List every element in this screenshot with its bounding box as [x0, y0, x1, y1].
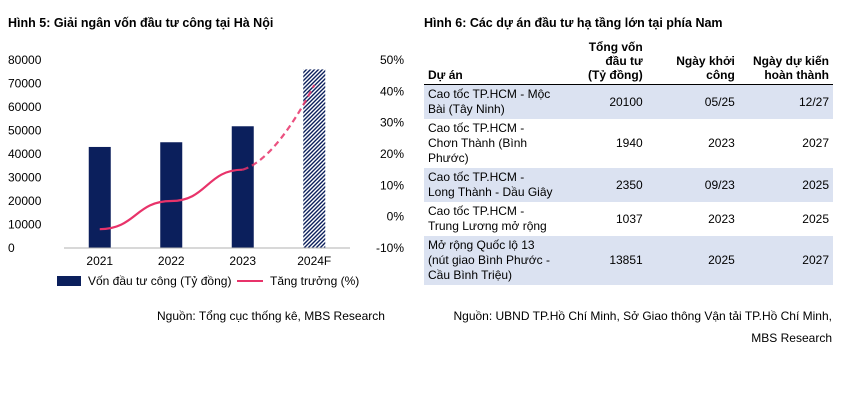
project-start: 2025 — [646, 236, 739, 285]
project-finish: 2027 — [738, 236, 833, 285]
y-left-tick-label: 70000 — [8, 77, 42, 91]
y-left-tick-label: 80000 — [8, 53, 42, 67]
legend-line-swatch — [237, 279, 263, 283]
y-right-tick-label: 40% — [380, 84, 404, 98]
x-tick-label: 2022 — [158, 254, 185, 268]
x-tick-label: 2024F — [297, 254, 331, 268]
header-start-date: Ngày khởi công — [646, 38, 739, 85]
project-capital: 2350 — [574, 168, 647, 202]
project-finish: 12/27 — [738, 84, 833, 119]
y-right-tick-label: 30% — [380, 116, 404, 130]
table-row: Cao tốc TP.HCM - Trung Lương mở rộng 103… — [424, 202, 833, 236]
project-name: Cao tốc TP.HCM - Chơn Thành (Bình Phước) — [428, 121, 528, 165]
y-left-tick-label: 60000 — [8, 100, 42, 114]
projects-table-header: Dự án Tổng vốn đầu tư (Tỷ đồng) Ngày khở… — [424, 38, 833, 85]
project-start: 09/23 — [646, 168, 739, 202]
y-right-tick-label: 20% — [380, 147, 404, 161]
table-row: Cao tốc TP.HCM - Mộc Bài (Tây Ninh) 2010… — [424, 84, 833, 119]
bar-2022 — [160, 142, 183, 248]
y-right-tick-label: 50% — [380, 53, 404, 67]
growth-line-forecast — [242, 84, 316, 171]
legend-bar-series: Vốn đầu tư công (Tỷ đồng) — [57, 274, 231, 288]
y-left-tick-label: 0 — [8, 241, 15, 255]
investment-chart: 0 10000 20000 30000 40000 50000 60000 70000 8000… — [8, 53, 404, 268]
x-tick-label: 2023 — [229, 254, 256, 268]
header-project: Dự án — [424, 38, 575, 85]
table-row: Mở rộng Quốc lộ 13 (nút giao Bình Phước … — [424, 236, 833, 285]
project-capital: 13851 — [574, 236, 647, 285]
project-finish: 2025 — [738, 168, 833, 202]
growth-line — [99, 168, 243, 231]
left-figure-source: Nguồn: Tổng cục thống kê, MBS Research — [157, 309, 385, 323]
x-tick-label: 2021 — [86, 254, 113, 268]
legend-bar-swatch — [57, 276, 81, 286]
y-left-tick-label: 40000 — [8, 147, 42, 161]
right-figure-source-line1: Nguồn: UBND TP.Hồ Chí Minh, Sở Giao thôn… — [453, 309, 832, 323]
right-figure-source-line2: MBS Research — [751, 331, 832, 345]
project-finish: 2025 — [802, 211, 829, 226]
project-capital: 1940 — [616, 136, 643, 150]
chart-plot-area: 0 10000 20000 30000 40000 50000 60000 70000 8000… — [8, 53, 404, 268]
y-right-tick-label: 0% — [387, 210, 405, 224]
project-start: 2023 — [708, 136, 735, 150]
project-capital: 1037 — [616, 211, 643, 226]
bar-2024F — [303, 69, 326, 249]
bar-2023 — [231, 126, 254, 248]
project-name: Mở rộng Quốc lộ 13 (nút giao Bình Phước … — [424, 236, 575, 285]
legend-line-label: Tăng trưởng (%) — [270, 274, 360, 288]
bar-2021 — [88, 146, 111, 248]
y-right-tick-label: -10% — [376, 241, 404, 255]
y-left-tick-label: 30000 — [8, 171, 42, 185]
y-left-tick-label: 50000 — [8, 124, 42, 138]
project-name: Cao tốc TP.HCM - Trung Lương mở rộng — [428, 204, 547, 233]
project-name: Cao tốc TP.HCM - Mộc Bài (Tây Ninh) — [424, 84, 575, 119]
y-left-tick-label: 10000 — [8, 218, 42, 232]
y-left-tick-label: 20000 — [8, 194, 42, 208]
projects-table: Dự án Tổng vốn đầu tư (Tỷ đồng) Ngày khở… — [424, 38, 833, 285]
y-right-tick-label: 10% — [380, 178, 404, 192]
project-name: Cao tốc TP.HCM - Long Thành - Dầu Giây — [424, 168, 575, 202]
legend-line-series: Tăng trưởng (%) — [237, 274, 359, 288]
project-start: 2023 — [708, 211, 735, 226]
header-capital: Tổng vốn đầu tư (Tỷ đồng) — [574, 38, 647, 85]
right-figure-title: Hình 6: Các dự án đầu tư hạ tầng lớn tại… — [424, 16, 723, 30]
table-row: Cao tốc TP.HCM - Chơn Thành (Bình Phước)… — [424, 119, 833, 168]
project-capital: 20100 — [574, 84, 647, 119]
legend-bar-label: Vốn đầu tư công (Tỷ đồng) — [88, 274, 232, 288]
project-finish: 2027 — [802, 136, 829, 150]
header-finish-date: Ngày dự kiến hoàn thành — [738, 38, 833, 85]
table-row: Cao tốc TP.HCM - Long Thành - Dầu Giây 2… — [424, 168, 833, 202]
project-start: 05/25 — [646, 84, 739, 119]
left-figure-title: Hình 5: Giải ngân vốn đầu tư công tại Hà… — [8, 16, 274, 30]
